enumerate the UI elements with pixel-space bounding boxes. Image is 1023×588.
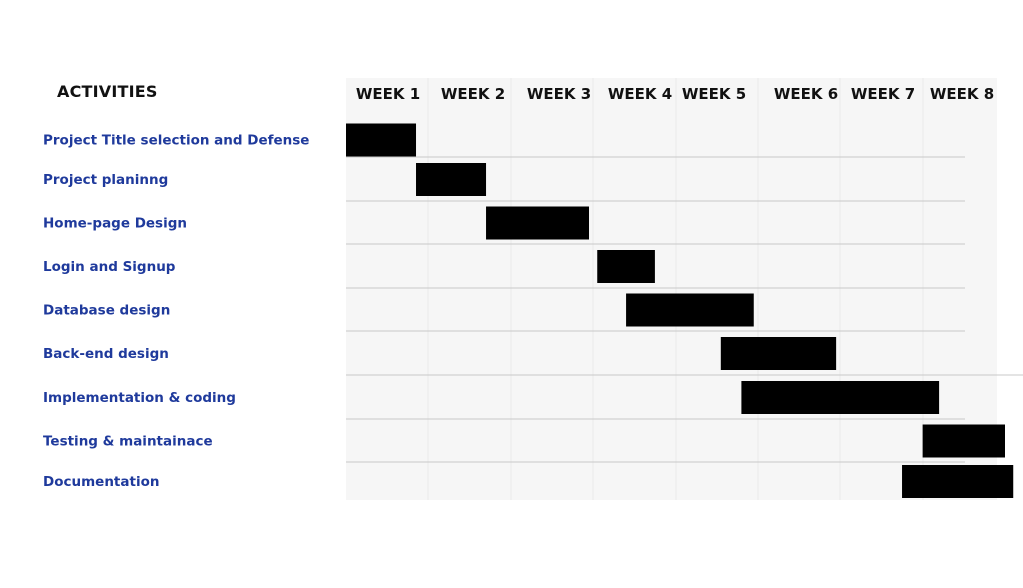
grid-background bbox=[346, 78, 997, 500]
task-bar bbox=[902, 465, 1014, 498]
week-label: WEEK 3 bbox=[527, 85, 591, 103]
week-label: WEEK 8 bbox=[930, 85, 994, 103]
task-label: Back-end design bbox=[43, 346, 169, 362]
task-label: Implementation & coding bbox=[43, 390, 236, 406]
task-bar bbox=[741, 381, 940, 414]
week-label: WEEK 5 bbox=[682, 85, 746, 103]
activities-heading: ACTIVITIES bbox=[57, 82, 158, 101]
week-label: WEEK 4 bbox=[608, 85, 672, 103]
week-label: WEEK 1 bbox=[356, 85, 420, 103]
task-bar bbox=[720, 337, 837, 370]
task-bar bbox=[597, 250, 655, 283]
task-bar bbox=[486, 206, 590, 240]
task-bar bbox=[346, 123, 417, 157]
task-label: Home-page Design bbox=[43, 216, 187, 232]
task-label: Login and Signup bbox=[43, 259, 176, 275]
task-label: Project planinng bbox=[43, 172, 168, 188]
task-bar bbox=[416, 163, 487, 196]
task-label: Database design bbox=[43, 303, 170, 319]
week-label: WEEK 7 bbox=[851, 85, 915, 103]
week-label: WEEK 6 bbox=[774, 85, 838, 103]
task-label: Testing & maintainace bbox=[43, 434, 213, 450]
task-bar bbox=[626, 293, 754, 327]
week-label: WEEK 2 bbox=[441, 85, 505, 103]
task-label: Documentation bbox=[43, 474, 159, 490]
task-label: Project Title selection and Defense bbox=[43, 133, 309, 149]
task-bar bbox=[922, 424, 1005, 458]
